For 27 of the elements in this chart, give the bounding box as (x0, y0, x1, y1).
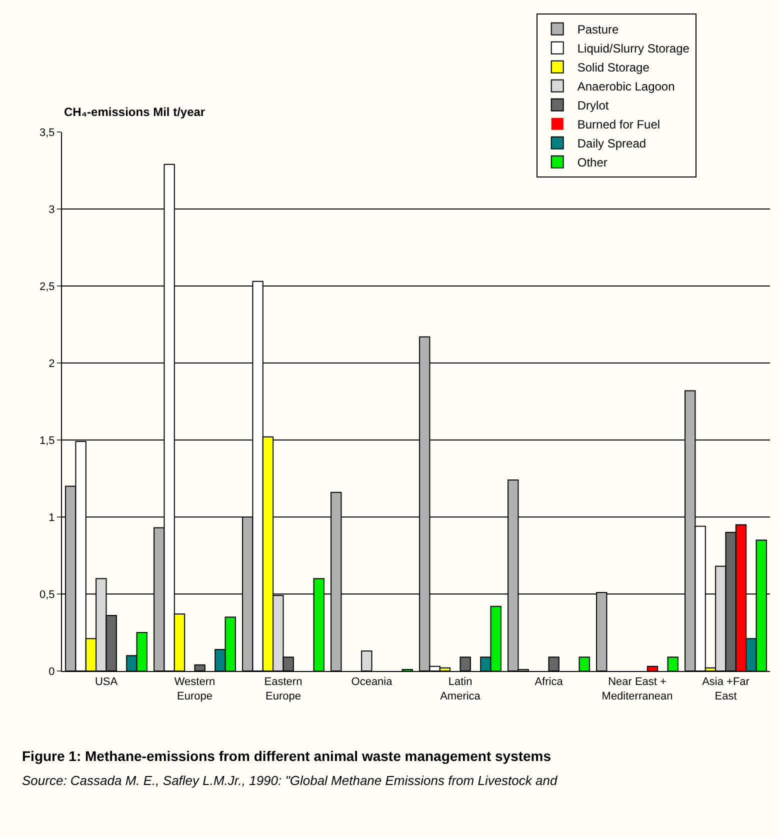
y-tick-label: 1,5 (40, 434, 55, 447)
y-axis-title: CH₄-emissions Mil t/year (64, 105, 206, 119)
y-tick-label: 3 (48, 204, 55, 216)
x-tick-label: Africa (534, 676, 564, 688)
legend-label: Drylot (577, 98, 610, 113)
legend-label: Burned for Fuel (577, 118, 660, 132)
text: Figure 1: Methane-emissions from different animal waste management systems (22, 748, 552, 764)
x-tick-label: Latin America (440, 676, 482, 702)
y-tick-label: 0,5 (40, 588, 55, 601)
x-tick-label: Asia +Far East (702, 676, 750, 702)
x-tick-label: USA (94, 676, 118, 688)
legend-label: Other (577, 156, 608, 170)
source-note: Source: Cassada M. E., Safley L.M.Jr., 1990: "Global Methane Emissions from Livestock and (22, 773, 558, 788)
legend-label: Pasture (577, 22, 620, 37)
legend-label: Daily Spread (577, 136, 646, 151)
y-tick-label: 2,5 (40, 280, 55, 293)
x-tick-label: Western Europe (174, 676, 216, 702)
y-tick-label: 0 (48, 666, 55, 678)
x-tick-label: Oceania (351, 676, 394, 688)
x-tick-label: Eastern Europe (264, 676, 302, 702)
legend-label: Anaerobic Lagoon (577, 80, 675, 94)
legend-label: Solid Storage (577, 60, 650, 75)
x-tick-label: Near East + Mediterranean (602, 676, 673, 702)
y-tick-label: 1 (48, 512, 55, 524)
y-tick-label: 2 (48, 358, 55, 370)
y-tick-label: 3,5 (40, 126, 55, 139)
legend-label: Liquid/Slurry Storage (577, 42, 690, 56)
